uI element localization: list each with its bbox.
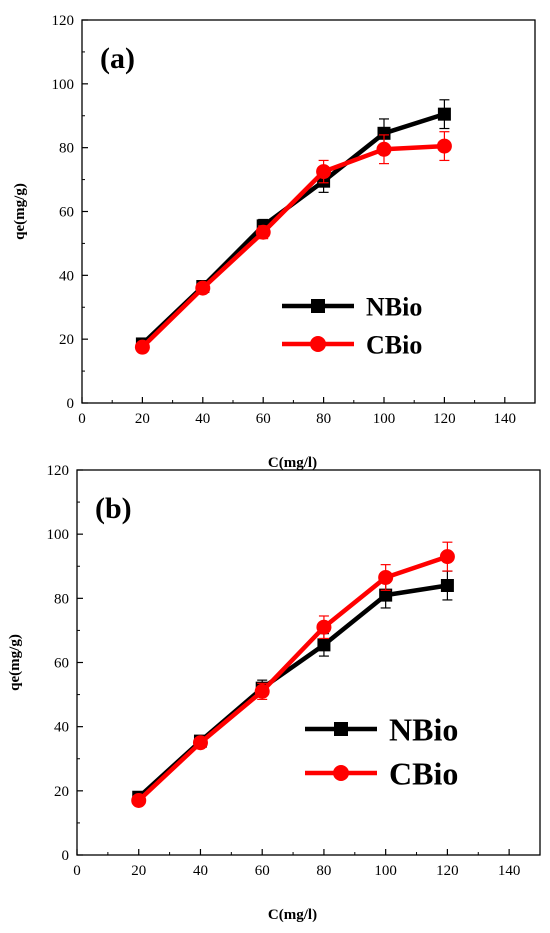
x-tick-label: 60 [255,863,270,879]
legend-marker [333,765,349,781]
data-point [255,224,271,240]
x-tick-label: 20 [135,411,150,427]
y-tick-label: 0 [67,396,75,412]
y-tick-label: 60 [59,205,74,221]
data-point [195,280,211,296]
y-tick-label: 100 [52,77,75,93]
data-point [436,138,452,154]
x-tick-label: 140 [494,411,517,427]
legend-label: CBio [366,330,422,359]
y-tick-label: 40 [54,720,69,736]
data-point [376,141,392,157]
legend-entry-nbio: NBio [282,292,422,321]
x-tick-label: 0 [73,863,81,879]
x-axis-title: C(mg/l) [268,455,317,471]
data-point [192,735,208,751]
legend-entry-nbio: NBio [305,712,458,748]
legend-marker [334,722,348,736]
data-point [379,588,393,602]
y-tick-label: 60 [54,656,69,672]
y-tick-label: 20 [59,332,74,348]
x-tick-label: 80 [316,411,331,427]
y-tick-label: 40 [59,268,74,284]
y-tick-label: 0 [62,848,70,864]
x-tick-label: 140 [498,863,521,879]
x-tick-label: 20 [131,863,146,879]
x-tick-label: 100 [374,863,397,879]
panel-label: (b) [95,492,132,525]
x-tick-label: 40 [195,411,210,427]
y-tick-label: 80 [59,141,74,157]
y-tick-label: 120 [47,463,70,479]
y-axis-title: qe(mg/g) [12,183,28,240]
data-point [317,638,331,652]
x-tick-label: 80 [316,863,331,879]
legend-label: CBio [389,756,458,792]
data-point [316,164,332,180]
chart-panel-a: 0 20 40 60 80 100 120 0 20 40 60 80 100 120 140 C(mg/l)… [12,13,536,471]
data-point [131,792,147,808]
x-tick-label: 120 [433,411,456,427]
x-axis-title: C(mg/l) [268,907,317,923]
legend-marker [311,299,325,313]
x-tick-label: 60 [256,411,271,427]
series-cbio [134,131,452,355]
legend-entry-cbio: CBio [282,330,422,359]
data-point [254,683,270,699]
plot-frame [76,469,541,856]
y-tick-label: 100 [47,527,70,543]
x-tick-label: 40 [193,863,208,879]
x-tick-label: 0 [78,411,86,427]
y-tick-label: 20 [54,784,69,800]
data-point [437,107,451,121]
y-tick-label: 120 [52,13,75,29]
data-point [134,339,150,355]
chart-panel-b: 0 20 40 60 80 100 120 0 20 40 60 80 100 120 140 C(mg/l)… [7,463,541,923]
data-point [316,619,332,635]
data-point [377,126,391,140]
series-line [137,554,449,803]
legend-marker [310,336,326,352]
data-point [440,579,454,592]
data-point [439,549,455,565]
series-line [140,143,445,349]
y-tick-label: 80 [54,591,69,607]
legend-entry-cbio: CBio [305,756,458,792]
series-cbio [131,541,455,808]
x-tick-label: 120 [436,863,459,879]
x-tick-label: 100 [373,411,396,427]
legend-label: NBio [366,292,422,321]
panel-label: (a) [100,42,135,75]
y-axis-title: qe(mg/g) [7,634,23,691]
data-point [378,569,394,585]
legend-label: NBio [389,712,458,748]
